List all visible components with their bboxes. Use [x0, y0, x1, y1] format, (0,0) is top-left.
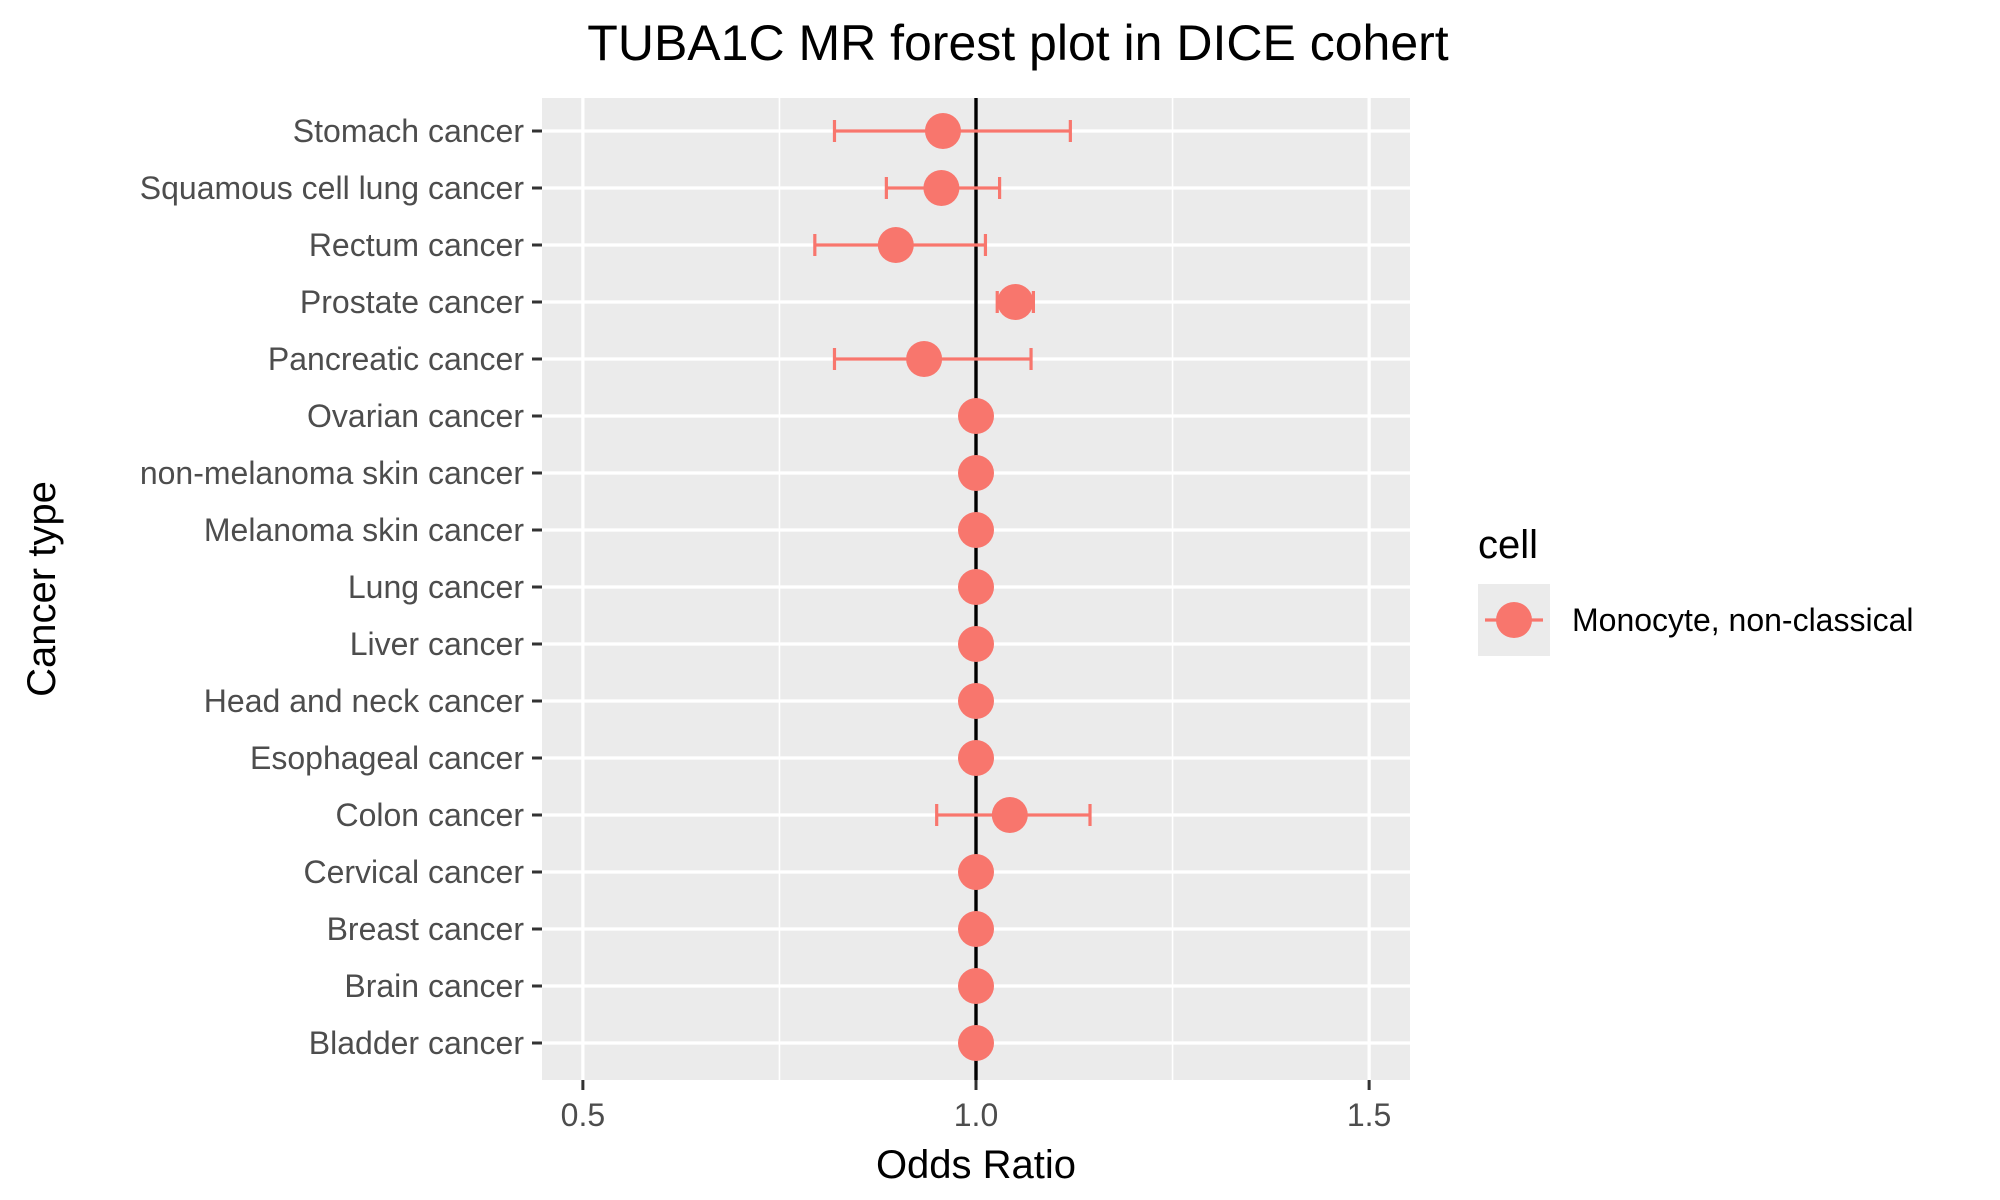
- chart-title: TUBA1C MR forest plot in DICE cohert: [587, 15, 1448, 71]
- data-point: [958, 512, 994, 548]
- y-tick-label: Prostate cancer: [300, 284, 524, 320]
- y-tick-label: Liver cancer: [350, 626, 525, 662]
- data-point: [958, 626, 994, 662]
- x-tick-label: 0.5: [561, 1097, 605, 1133]
- y-tick-label: Head and neck cancer: [204, 683, 525, 719]
- legend-entries: Monocyte, non-classical: [1478, 584, 1913, 656]
- data-point: [958, 968, 994, 1004]
- y-tick-label: Colon cancer: [335, 797, 524, 833]
- data-marks: [813, 113, 1092, 1061]
- y-tick-label: Cervical cancer: [303, 854, 524, 890]
- data-point: [958, 911, 994, 947]
- legend-title: cell: [1478, 523, 1538, 567]
- data-point: [923, 170, 960, 206]
- data-point: [958, 455, 994, 491]
- y-tick-label: Stomach cancer: [293, 113, 525, 149]
- data-point: [958, 398, 994, 434]
- y-tick-label: Rectum cancer: [309, 227, 525, 263]
- data-point: [958, 569, 994, 605]
- legend: cell Monocyte, non-classical: [1478, 523, 1913, 656]
- data-point: [924, 113, 961, 149]
- x-axis-title: Odds Ratio: [876, 1143, 1076, 1187]
- data-point: [958, 854, 994, 890]
- y-axis-title: Cancer type: [20, 481, 64, 697]
- y-tick-label: Esophageal cancer: [250, 740, 524, 776]
- data-point: [958, 740, 994, 776]
- data-point: [958, 1025, 994, 1061]
- y-tick-label: non-melanoma skin cancer: [140, 455, 525, 491]
- y-tick-label: Bladder cancer: [309, 1025, 525, 1061]
- data-point: [906, 341, 943, 377]
- y-tick-label: Pancreatic cancer: [268, 341, 524, 377]
- data-point: [877, 227, 914, 263]
- x-tick-label: 1.5: [1347, 1097, 1391, 1133]
- data-point: [991, 797, 1028, 833]
- x-axis: 0.5 1.0 1.5: [561, 1080, 1391, 1133]
- legend-key-point: [1496, 602, 1532, 638]
- y-axis: Bladder cancer Brain cancer Breast cancer C…: [140, 113, 542, 1061]
- y-tick-label: Lung cancer: [348, 569, 524, 605]
- y-tick-label: Ovarian cancer: [307, 398, 524, 434]
- data-point: [997, 284, 1034, 320]
- legend-label: Monocyte, non-classical: [1572, 602, 1913, 638]
- y-tick-label: Melanoma skin cancer: [204, 512, 524, 548]
- x-tick-label: 1.0: [954, 1097, 998, 1133]
- y-tick-label: Squamous cell lung cancer: [140, 170, 525, 206]
- y-tick-label: Brain cancer: [344, 968, 524, 1004]
- data-point: [958, 683, 994, 719]
- y-tick-label: Breast cancer: [327, 911, 525, 947]
